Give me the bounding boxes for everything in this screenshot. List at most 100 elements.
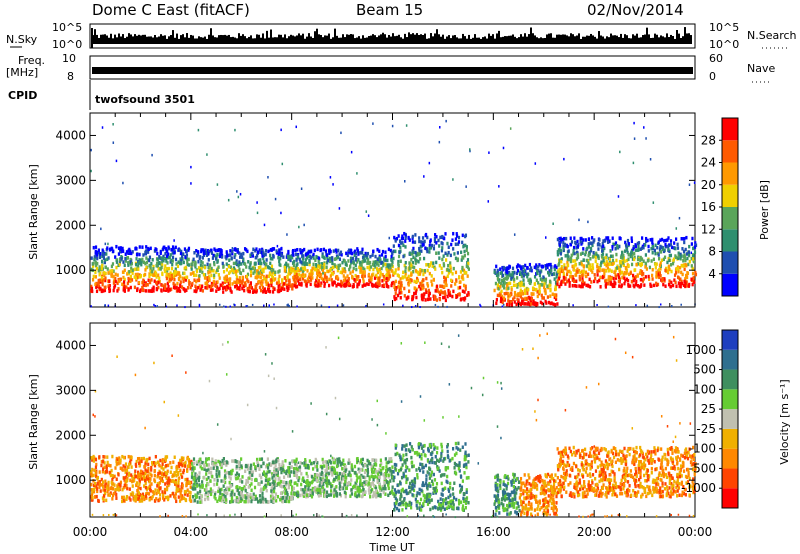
echo-cell xyxy=(657,253,660,257)
echo-cell xyxy=(501,284,504,288)
echo-cell xyxy=(642,245,645,250)
echo-cell xyxy=(574,273,577,277)
echo-cell xyxy=(256,460,259,465)
echo-cell xyxy=(231,249,234,254)
nsky-bar xyxy=(326,35,328,44)
echo-cell xyxy=(121,246,124,251)
echo-cell xyxy=(378,470,381,474)
echo-cell xyxy=(316,468,319,472)
nsky-bar xyxy=(306,36,308,44)
echo-cell xyxy=(411,240,414,244)
echo-cell xyxy=(602,259,605,263)
echo-cell xyxy=(513,233,516,236)
echo-cell xyxy=(428,263,431,267)
echo-cell xyxy=(432,246,436,251)
echo-cell xyxy=(682,264,685,268)
nsky-bar xyxy=(550,33,552,44)
echo-cell xyxy=(127,276,130,281)
echo-cell xyxy=(271,274,274,278)
echo-cell xyxy=(139,258,142,262)
echo-cell xyxy=(554,287,558,291)
echo-cell xyxy=(223,498,226,502)
echo-cell xyxy=(395,296,398,301)
echo-cell xyxy=(275,499,278,503)
echo-cell xyxy=(449,253,452,258)
echo-cell xyxy=(439,235,442,240)
echo-cell xyxy=(315,267,318,272)
echo-cell xyxy=(177,481,180,485)
echo-cell xyxy=(196,500,199,504)
echo-cell xyxy=(379,271,382,275)
echo-cell xyxy=(430,243,434,248)
echo-cell xyxy=(221,261,224,266)
echo-cell xyxy=(441,284,444,289)
echo-cell xyxy=(163,498,166,502)
echo-cell xyxy=(168,255,171,260)
echo-cell xyxy=(230,290,233,294)
echo-cell xyxy=(451,238,454,242)
echo-cell xyxy=(176,281,179,286)
echo-cell xyxy=(591,263,594,267)
echo-cell xyxy=(575,284,578,288)
echo-cell xyxy=(428,291,431,296)
echo-cell xyxy=(179,468,182,473)
echo-cell xyxy=(182,252,185,256)
echo-cell xyxy=(449,293,452,298)
echo-cell xyxy=(323,488,326,493)
echo-cell xyxy=(677,281,680,285)
echo-cell xyxy=(249,261,252,265)
echo-cell xyxy=(287,499,291,504)
echo-cell xyxy=(102,488,105,492)
echo-cell xyxy=(463,298,466,302)
echo-cell xyxy=(522,278,525,282)
echo-cell xyxy=(394,287,397,292)
echo-cell xyxy=(589,248,593,253)
echo-cell xyxy=(185,249,188,253)
echo-cell xyxy=(576,269,579,274)
echo-cell xyxy=(288,304,290,307)
echo-cell xyxy=(225,287,228,291)
echo-cell xyxy=(116,461,119,466)
echo-cell xyxy=(236,471,239,476)
echo-cell xyxy=(92,489,96,494)
echo-cell xyxy=(193,484,196,489)
echo-cell xyxy=(127,454,130,459)
echo-cell xyxy=(358,281,361,285)
nsky-bar xyxy=(654,33,656,44)
echo-cell xyxy=(375,273,378,278)
echo-cell xyxy=(686,284,689,288)
echo-cell xyxy=(106,267,109,271)
echo-cell xyxy=(281,462,284,467)
echo-cell xyxy=(108,289,111,294)
echo-cell xyxy=(351,269,354,274)
echo-cell xyxy=(278,262,281,267)
echo-cell xyxy=(155,281,158,285)
echo-cell xyxy=(177,462,181,466)
echo-cell xyxy=(370,273,374,277)
echo-cell xyxy=(214,459,217,463)
nsky-bar xyxy=(434,33,436,44)
echo-cell xyxy=(101,263,104,268)
echo-cell xyxy=(397,234,400,238)
echo-cell xyxy=(124,462,128,466)
echo-cell xyxy=(109,269,112,273)
echo-cell xyxy=(149,264,152,269)
echo-cell xyxy=(287,263,290,267)
echo-cell xyxy=(390,263,394,267)
echo-cell xyxy=(234,269,238,274)
echo-cell xyxy=(393,281,396,286)
echo-cell xyxy=(621,257,624,261)
echo-cell xyxy=(589,246,593,251)
echo-cell xyxy=(285,469,289,473)
echo-cell xyxy=(212,280,215,284)
echo-cell xyxy=(133,478,136,483)
echo-cell xyxy=(511,271,514,275)
nsky-bar xyxy=(170,35,172,44)
echo-cell xyxy=(157,483,160,488)
echo-cell xyxy=(124,470,127,474)
echo-cell xyxy=(215,289,218,293)
nsky-bar xyxy=(444,38,446,44)
echo-cell xyxy=(530,297,534,301)
echo-cell xyxy=(135,253,139,257)
echo-cell xyxy=(533,282,536,287)
